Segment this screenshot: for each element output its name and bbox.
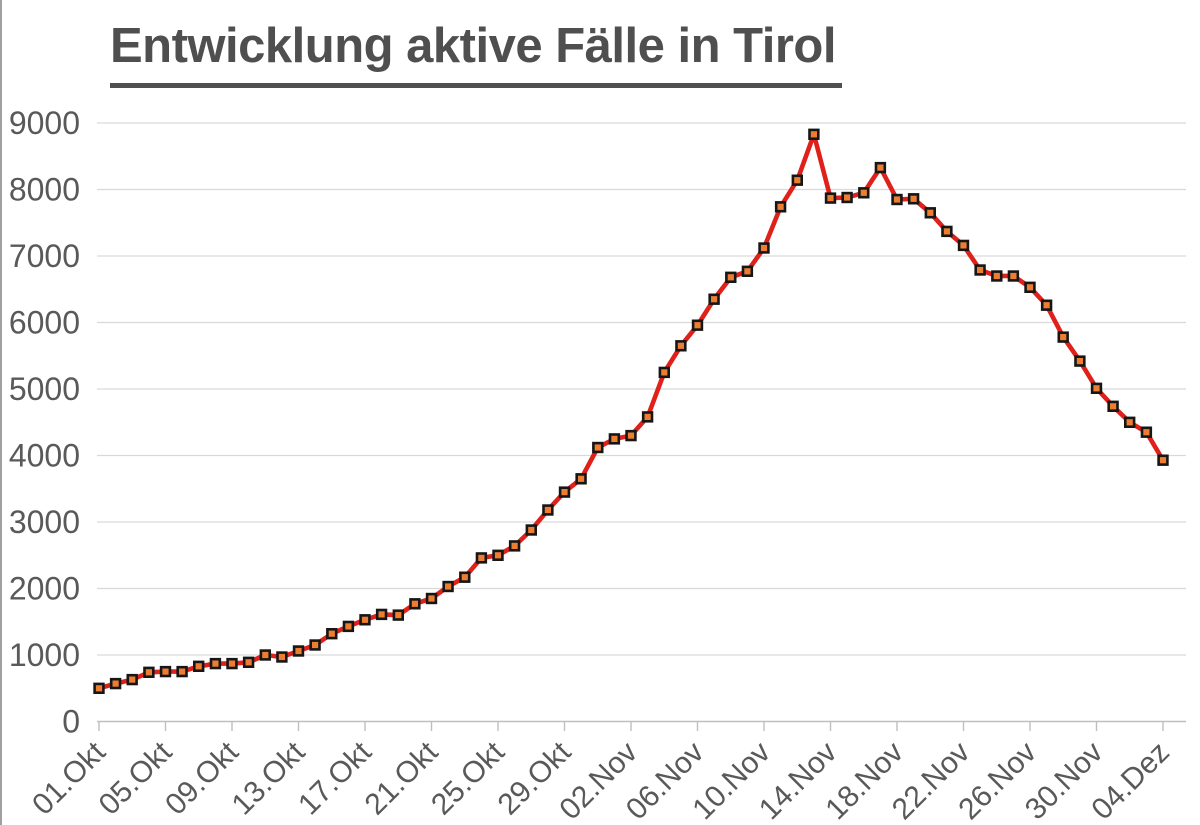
data-point-marker bbox=[625, 429, 637, 442]
data-point-marker bbox=[608, 433, 621, 445]
data-point-marker bbox=[1024, 281, 1036, 293]
data-point-marker bbox=[1040, 299, 1053, 311]
data-point-marker bbox=[292, 645, 305, 657]
data-point-marker bbox=[891, 193, 903, 206]
data-point-marker bbox=[1107, 400, 1119, 412]
y-tick-label: 4000 bbox=[9, 438, 80, 474]
y-tick-label: 9000 bbox=[9, 105, 80, 141]
x-tick-label: 01.Okt bbox=[26, 735, 112, 821]
data-point-marker bbox=[459, 571, 471, 583]
x-tick-label: 25.Okt bbox=[425, 735, 511, 821]
data-point-marker bbox=[442, 580, 454, 593]
series-line bbox=[96, 132, 1166, 691]
data-point-marker bbox=[675, 340, 687, 352]
data-point-marker bbox=[791, 174, 804, 186]
y-tick-label: 8000 bbox=[9, 172, 80, 208]
data-point-marker bbox=[1057, 331, 1069, 343]
data-point-marker bbox=[508, 540, 521, 552]
data-point-marker bbox=[1007, 270, 1020, 282]
data-point-marker bbox=[126, 673, 138, 686]
data-point-marker bbox=[774, 201, 787, 213]
data-point-marker bbox=[409, 598, 421, 610]
y-tick-label: 6000 bbox=[9, 305, 80, 341]
data-point-marker bbox=[309, 639, 321, 651]
data-point-marker bbox=[907, 193, 920, 205]
data-point-marker bbox=[758, 242, 770, 254]
axis-ticks-group bbox=[98, 721, 1164, 731]
data-point-marker bbox=[475, 552, 488, 564]
x-tick-label: 17.Okt bbox=[292, 735, 378, 821]
x-axis-labels-group: 01.Okt05.Okt09.Okt13.Okt17.Okt21.Okt25.O… bbox=[26, 735, 1176, 825]
x-tick-label: 21.Okt bbox=[359, 735, 445, 821]
data-point-marker bbox=[226, 657, 238, 670]
y-tick-label: 0 bbox=[62, 704, 80, 740]
y-tick-label: 2000 bbox=[9, 571, 80, 607]
data-point-marker bbox=[242, 656, 255, 669]
chart-title: Entwicklung aktive Fälle in Tirol bbox=[110, 18, 842, 88]
y-tick-label: 7000 bbox=[9, 238, 80, 274]
data-point-marker bbox=[1157, 454, 1169, 466]
data-point-marker bbox=[941, 225, 953, 238]
data-point-marker bbox=[991, 270, 1003, 282]
data-point-marker bbox=[708, 293, 720, 305]
y-tick-label: 1000 bbox=[9, 637, 80, 673]
data-point-marker bbox=[641, 411, 654, 423]
y-tick-label: 3000 bbox=[9, 504, 80, 540]
x-tick-label: 09.Okt bbox=[159, 735, 245, 821]
data-point-marker bbox=[276, 651, 288, 663]
data-point-marker bbox=[259, 649, 271, 661]
data-point-marker bbox=[342, 620, 355, 633]
data-point-marker bbox=[109, 677, 122, 690]
data-point-marker bbox=[159, 665, 172, 678]
data-point-marker bbox=[392, 609, 404, 621]
data-point-marker bbox=[193, 660, 205, 673]
data-point-marker bbox=[1140, 426, 1153, 438]
data-point-marker bbox=[542, 504, 554, 516]
data-point-marker bbox=[326, 627, 338, 640]
data-point-marker bbox=[209, 657, 222, 670]
data-point-marker bbox=[1124, 416, 1136, 428]
data-point-marker bbox=[691, 319, 704, 331]
data-point-marker bbox=[658, 366, 671, 379]
data-point-marker bbox=[492, 549, 504, 562]
x-tick-label: 05.Okt bbox=[93, 735, 179, 821]
y-tick-label: 5000 bbox=[9, 371, 80, 407]
data-point-marker bbox=[841, 191, 853, 204]
data-point-marker bbox=[924, 207, 937, 219]
gridlines-group bbox=[97, 122, 1186, 723]
data-point-marker bbox=[1090, 382, 1103, 394]
data-point-marker bbox=[874, 161, 887, 174]
data-point-marker bbox=[725, 271, 737, 283]
data-point-marker bbox=[808, 128, 820, 140]
data-point-marker bbox=[974, 264, 986, 276]
data-point-marker bbox=[1074, 355, 1086, 367]
window-left-border bbox=[0, 0, 2, 825]
data-point-marker bbox=[176, 665, 188, 678]
data-point-marker bbox=[425, 592, 438, 605]
data-point-marker bbox=[525, 524, 538, 536]
data-point-marker bbox=[741, 265, 754, 277]
data-point-marker bbox=[592, 441, 604, 454]
data-point-marker bbox=[359, 614, 371, 626]
data-point-marker bbox=[375, 608, 388, 621]
data-point-marker bbox=[824, 192, 837, 204]
data-point-marker bbox=[93, 682, 105, 695]
data-point-marker bbox=[558, 486, 571, 498]
y-axis-labels-group: 0 1000 2000 3000 4000 5000 6000 7000 8000 9000 bbox=[9, 105, 80, 740]
data-point-marker bbox=[957, 239, 970, 252]
x-tick-label: 13.Okt bbox=[226, 735, 312, 821]
data-point-marker bbox=[575, 473, 587, 485]
series-group bbox=[93, 128, 1169, 695]
data-point-marker bbox=[143, 666, 155, 679]
data-point-marker bbox=[858, 187, 870, 199]
